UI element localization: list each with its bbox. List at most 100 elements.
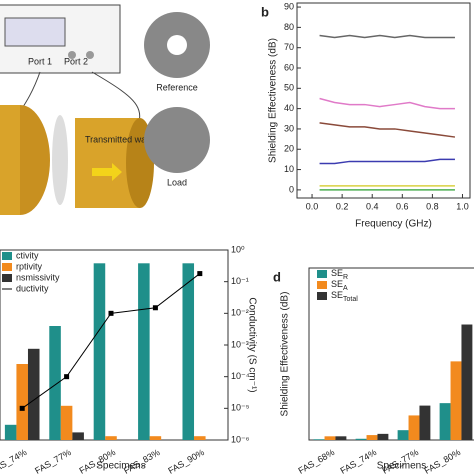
x-tick-label: 0.0: [306, 201, 319, 211]
point: [19, 405, 25, 411]
x-tick-label: FAS_80%: [423, 447, 463, 474]
bar: [60, 405, 73, 440]
legend-label: SER: [331, 268, 348, 280]
series-line: [319, 122, 456, 138]
bar: [4, 424, 17, 440]
bar: [149, 436, 162, 440]
bar: [377, 433, 389, 440]
port: [86, 51, 94, 59]
bar: [439, 403, 451, 440]
bar: [408, 415, 420, 440]
y2-tick-label: 10⁻¹: [231, 276, 249, 286]
legend-label: SEA: [331, 279, 348, 291]
y2-tick-label: 10⁻⁵: [231, 403, 250, 413]
series-line: [319, 158, 455, 165]
bar: [138, 263, 150, 440]
y-axis-label: Shielding Effectiveness (dB): [280, 292, 291, 417]
setup-diagram: Port 1 Port 2 Transmitted wave Reference…: [0, 4, 210, 215]
legend-label: nsmissivity: [16, 272, 60, 282]
bar: [27, 348, 40, 440]
legend-swatch: [317, 292, 327, 300]
screen: [4, 17, 66, 47]
fixture: [0, 105, 20, 215]
label: Port 2: [64, 56, 88, 66]
y2-tick-label: 10⁻²: [231, 308, 249, 318]
y-tick-label: 60: [284, 62, 294, 72]
y-tick-label: 70: [284, 42, 294, 52]
y-tick-label: 40: [284, 103, 294, 113]
x-tick-label: 0.2: [336, 201, 349, 211]
bar: [461, 324, 473, 440]
y2-axis-label: Conductivity (S cm⁻¹): [246, 297, 257, 392]
y-tick-label: 80: [284, 22, 294, 32]
x-tick-label: FAS_74%: [0, 447, 28, 474]
plot-frame: [308, 267, 474, 441]
panel-label: b: [261, 4, 269, 19]
x-tick-label: 0.8: [426, 201, 439, 211]
y2-tick-label: 10⁻⁶: [231, 434, 250, 444]
label: Load: [167, 177, 187, 187]
label: Port 1: [28, 56, 52, 66]
hole: [167, 35, 187, 55]
y-tick-label: 50: [284, 83, 294, 93]
bar: [194, 436, 206, 440]
panel-label: d: [273, 269, 281, 284]
bar: [182, 263, 195, 440]
bar: [49, 326, 61, 440]
bar: [324, 436, 336, 440]
x-axis-label: Specimens: [377, 461, 426, 472]
y2-tick-label: 10⁻⁴: [231, 371, 250, 381]
bar: [93, 263, 106, 440]
legend-label: SETotal: [331, 290, 358, 302]
bar: [335, 436, 347, 440]
y-tick-label: 0: [289, 184, 294, 194]
y-tick-label: 90: [284, 1, 294, 11]
legend-swatch: [2, 263, 12, 271]
legend-label: ctivity: [16, 250, 39, 260]
x-axis-label: Specimens: [96, 461, 145, 472]
bar: [366, 435, 378, 440]
x-tick-label: FAS_68%: [297, 447, 337, 474]
y2-tick-label: 10⁰: [231, 244, 245, 254]
x-tick-label: 1.0: [456, 201, 469, 211]
series-line: [319, 97, 455, 110]
y-axis-label: Shielding Effectiveness (dB): [268, 38, 279, 163]
legend-swatch: [317, 270, 327, 278]
series-line: [319, 34, 455, 39]
plot-frame: [296, 2, 471, 199]
legend-swatch: [317, 281, 327, 289]
bar: [397, 430, 409, 440]
series-line: [21, 273, 201, 409]
y-tick-label: 10: [284, 164, 294, 174]
port: [68, 51, 76, 59]
x-tick-label: FAS_90%: [166, 447, 206, 474]
y-tick-label: 30: [284, 123, 294, 133]
bar: [313, 439, 325, 440]
bar: [105, 436, 117, 440]
bar: [72, 432, 84, 440]
y2-tick-label: 10⁻³: [231, 339, 249, 349]
sample: [52, 115, 68, 205]
y-tick-label: 20: [284, 144, 294, 154]
legend-swatch: [2, 252, 12, 260]
point: [152, 305, 158, 311]
x-axis-label: Frequency (GHz): [355, 219, 432, 230]
x-tick-label: FAS_77%: [33, 447, 73, 474]
label: Transmitted wave: [85, 134, 156, 144]
label: Reference: [156, 82, 198, 92]
legend-swatch: [2, 274, 12, 282]
legend-label: ductivity: [16, 283, 49, 293]
point: [197, 271, 203, 277]
point: [64, 374, 70, 380]
x-tick-label: 0.4: [366, 201, 379, 211]
point: [108, 310, 114, 316]
arrow: [92, 163, 122, 181]
bar: [16, 364, 28, 440]
bar: [450, 361, 462, 440]
legend-label: rptivity: [16, 261, 43, 271]
load: [144, 107, 210, 173]
x-tick-label: 0.6: [396, 201, 409, 211]
x-tick-label: FAS_74%: [339, 447, 379, 474]
bar: [355, 438, 367, 440]
